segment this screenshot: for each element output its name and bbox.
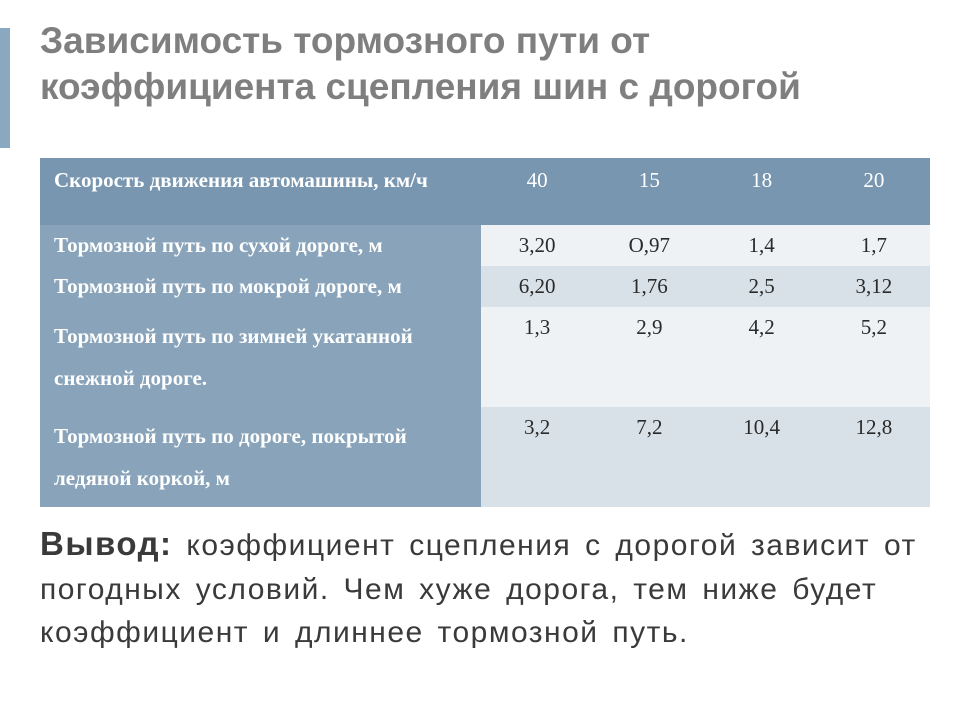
cell: 6,20 (481, 266, 593, 307)
cell: 20 (818, 158, 930, 225)
cell: 12,8 (818, 407, 930, 507)
cell: 1,76 (593, 266, 705, 307)
cell: 3,2 (481, 407, 593, 507)
data-table: Скорость движения автомашины, км/ч 40 15… (40, 158, 930, 507)
conclusion-lead: Вывод: (40, 525, 173, 562)
cell: 3,12 (818, 266, 930, 307)
row-label: Тормозной путь по мокрой дороге, м (40, 266, 481, 307)
table-row: Тормозной путь по дороге, покрытой ледян… (40, 407, 930, 507)
row-label: Скорость движения автомашины, км/ч (40, 158, 481, 225)
cell: О,97 (593, 225, 705, 266)
cell: 18 (705, 158, 817, 225)
cell: 1,3 (481, 307, 593, 407)
table-row: Скорость движения автомашины, км/ч 40 15… (40, 158, 930, 225)
table-row: Тормозной путь по сухой дороге, м 3,20 О… (40, 225, 930, 266)
cell: 1,7 (818, 225, 930, 266)
cell: 3,20 (481, 225, 593, 266)
cell: 2,9 (593, 307, 705, 407)
accent-bar (0, 28, 10, 148)
cell: 2,5 (705, 266, 817, 307)
row-label: Тормозной путь по дороге, покрытой ледян… (40, 407, 481, 507)
table-row: Тормозной путь по зимней укатанной снежн… (40, 307, 930, 407)
cell: 40 (481, 158, 593, 225)
cell: 4,2 (705, 307, 817, 407)
cell: 5,2 (818, 307, 930, 407)
conclusion: Вывод: коэффициент сцепления с дорогой з… (40, 520, 920, 655)
row-label: Тормозной путь по сухой дороге, м (40, 225, 481, 266)
row-label: Тормозной путь по зимней укатанной снежн… (40, 307, 481, 407)
page-title: Зависимость тормозного пути от коэффицие… (40, 18, 920, 111)
cell: 10,4 (705, 407, 817, 507)
cell: 1,4 (705, 225, 817, 266)
cell: 15 (593, 158, 705, 225)
table-row: Тормозной путь по мокрой дороге, м 6,20 … (40, 266, 930, 307)
cell: 7,2 (593, 407, 705, 507)
